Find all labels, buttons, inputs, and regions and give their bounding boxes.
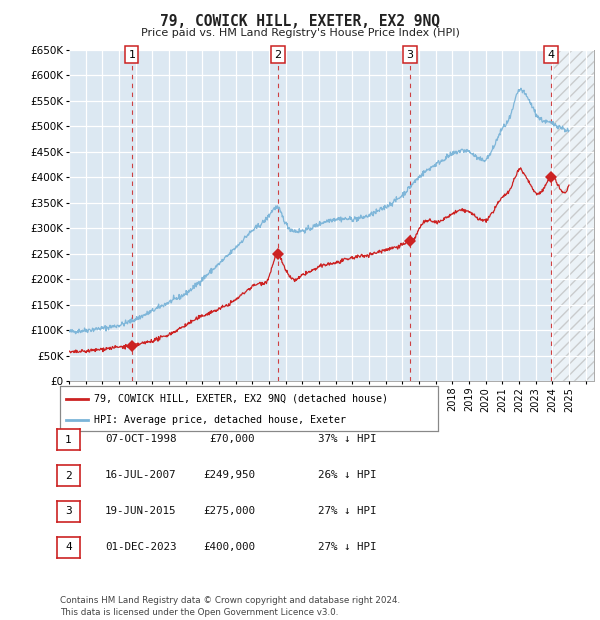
Text: HPI: Average price, detached house, Exeter: HPI: Average price, detached house, Exet… (94, 415, 346, 425)
Text: 16-JUL-2007: 16-JUL-2007 (105, 470, 176, 480)
Text: 4: 4 (547, 50, 554, 60)
Text: 79, COWICK HILL, EXETER, EX2 9NQ: 79, COWICK HILL, EXETER, EX2 9NQ (160, 14, 440, 29)
Text: 01-DEC-2023: 01-DEC-2023 (105, 542, 176, 552)
Text: 2: 2 (274, 50, 281, 60)
Bar (554, 50, 594, 381)
Text: 37% ↓ HPI: 37% ↓ HPI (318, 434, 377, 444)
Text: 79, COWICK HILL, EXETER, EX2 9NQ (detached house): 79, COWICK HILL, EXETER, EX2 9NQ (detach… (94, 394, 388, 404)
Text: £400,000: £400,000 (203, 542, 255, 552)
Text: Contains HM Land Registry data © Crown copyright and database right 2024.
This d: Contains HM Land Registry data © Crown c… (60, 596, 400, 617)
Text: 3: 3 (406, 50, 413, 60)
Text: 4: 4 (65, 542, 72, 552)
Text: 1: 1 (128, 50, 136, 60)
Text: £275,000: £275,000 (203, 506, 255, 516)
Text: 2: 2 (65, 471, 72, 480)
Text: 3: 3 (65, 507, 72, 516)
Text: 1: 1 (65, 435, 72, 445)
Text: £70,000: £70,000 (209, 434, 255, 444)
Text: £249,950: £249,950 (203, 470, 255, 480)
Text: 26% ↓ HPI: 26% ↓ HPI (318, 470, 377, 480)
Text: Price paid vs. HM Land Registry's House Price Index (HPI): Price paid vs. HM Land Registry's House … (140, 28, 460, 38)
Text: 07-OCT-1998: 07-OCT-1998 (105, 434, 176, 444)
Text: 19-JUN-2015: 19-JUN-2015 (105, 506, 176, 516)
Bar (554, 50, 594, 381)
Text: 27% ↓ HPI: 27% ↓ HPI (318, 506, 377, 516)
Text: 27% ↓ HPI: 27% ↓ HPI (318, 542, 377, 552)
